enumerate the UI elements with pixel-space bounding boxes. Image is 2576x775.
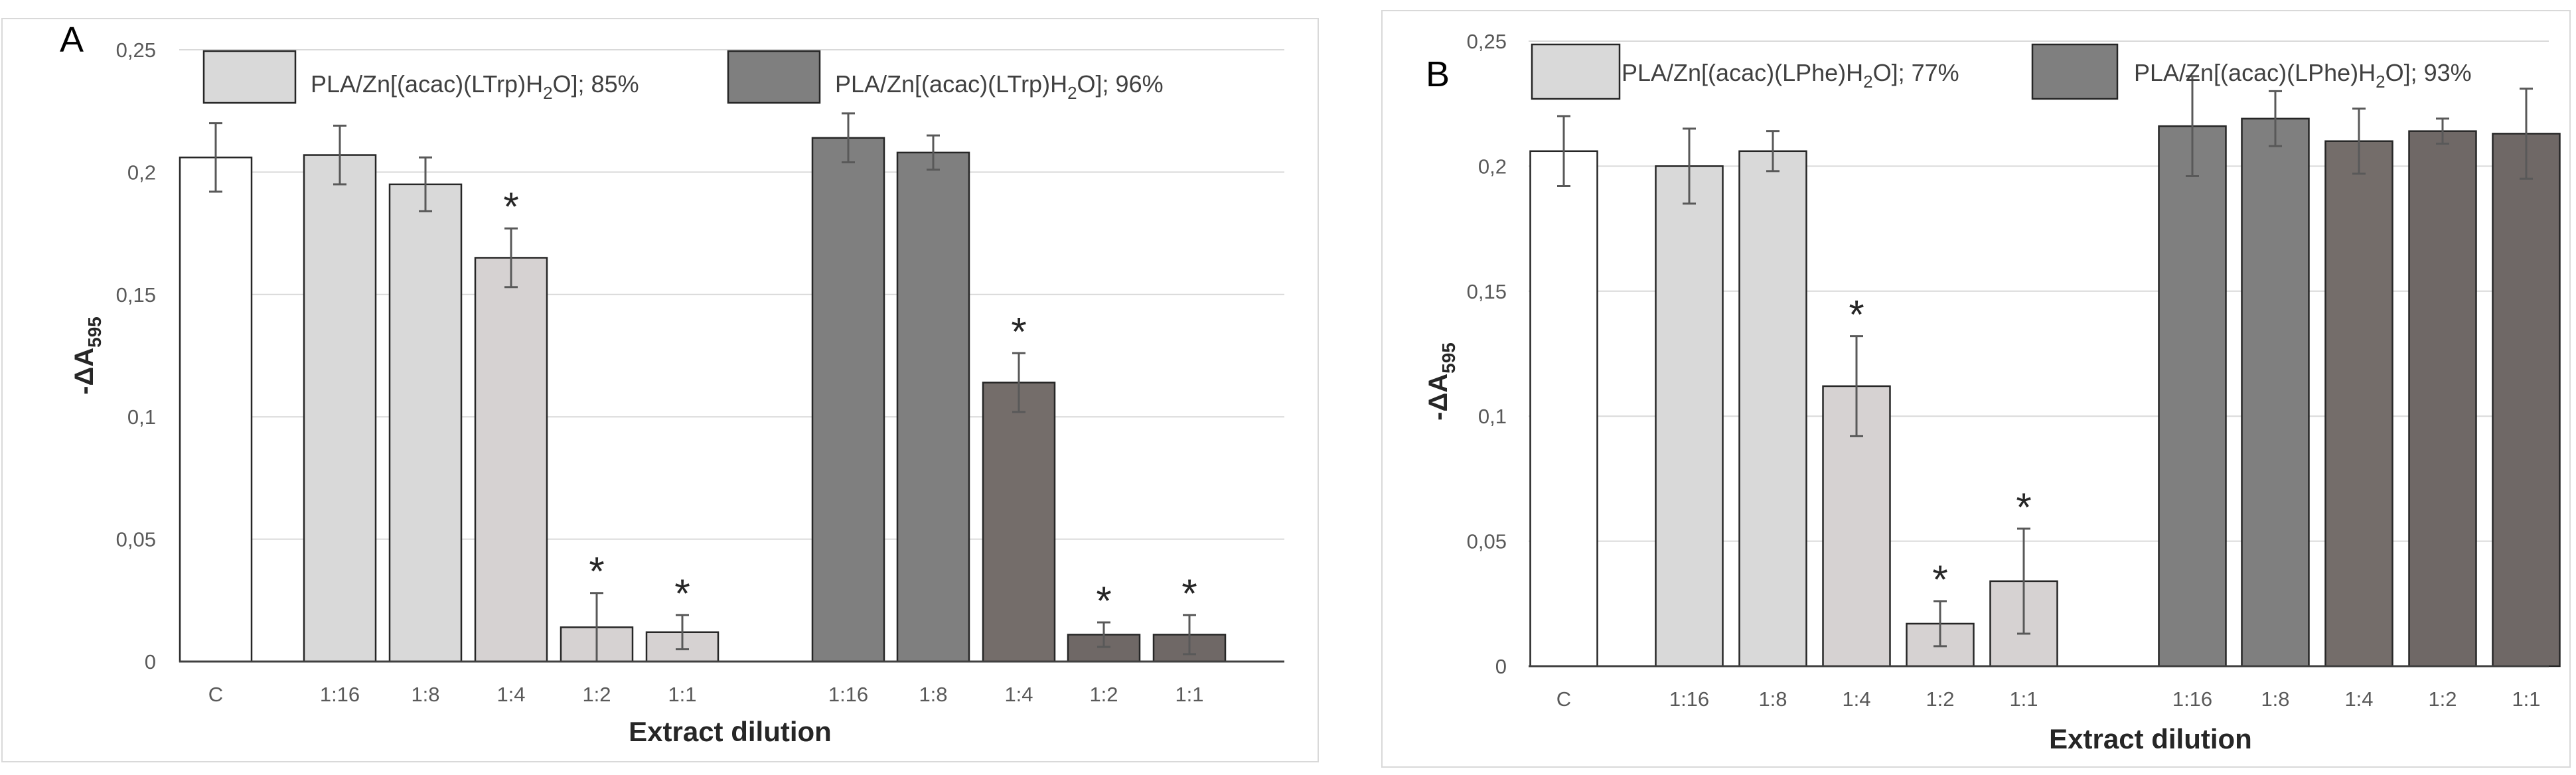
bar: [2408, 130, 2477, 668]
y-axis-title-sub: 595: [84, 317, 105, 348]
bar: [896, 151, 970, 663]
panel-label: A: [60, 20, 84, 60]
bar: [474, 257, 548, 663]
x-tick-label: 1:1: [1175, 683, 1203, 706]
significance-star: *: [2016, 485, 2031, 529]
legend-label-tail: O]; 93%: [2386, 59, 2472, 86]
bar: [303, 154, 377, 663]
panel-a: 0 0,05 0,1 0,15 0,2 0,25 C 1:16 1:8 * 1:4 * 1:2 * 1:1 1…: [1, 18, 1319, 762]
legend-label-sub: 2: [2376, 72, 2385, 92]
x-tick-label: 1:16: [2172, 687, 2212, 711]
bar: [1655, 165, 1724, 668]
legend-swatch: [1531, 43, 1621, 100]
significance-star: *: [503, 184, 518, 229]
legend-label: PLA/Zn[(acac)(LTrp)H2O]; 96%: [835, 70, 1164, 103]
x-tick-label: 1:2: [1089, 683, 1118, 706]
x-tick-label: 1:2: [1926, 687, 1954, 711]
bar: [1529, 150, 1598, 668]
y-tick-label: 0,05: [1467, 530, 1507, 553]
legend-label: PLA/Zn[(acac)(LPhe)H2O]; 77%: [1622, 59, 1959, 92]
y-tick-label: 0,2: [1478, 155, 1507, 178]
x-tick-label: 1:8: [2261, 687, 2289, 711]
bar: [179, 157, 253, 663]
legend-label: PLA/Zn[(acac)(LPhe)H2O]; 93%: [2134, 59, 2472, 92]
x-tick-label: 1:8: [411, 683, 439, 706]
y-tick-label: 0,15: [1467, 280, 1507, 303]
bar: [982, 382, 1056, 663]
x-tick-label: 1:8: [919, 683, 947, 706]
y-tick-label: 0,05: [116, 528, 156, 551]
x-tick-label: 1:4: [1842, 687, 1870, 711]
legend-swatch: [202, 50, 297, 104]
y-axis-title: -ΔA595: [1424, 342, 1459, 421]
significance-star: *: [1011, 309, 1026, 354]
significance-star: *: [1932, 557, 1947, 602]
x-axis-title: Extract dilution: [629, 716, 832, 747]
legend-label-sub: 2: [1863, 72, 1872, 92]
bar: [811, 137, 885, 663]
x-tick-label: 1:4: [2344, 687, 2373, 711]
x-tick-label: 1:16: [828, 683, 868, 706]
significance-star: *: [1096, 579, 1111, 623]
y-tick-label: 0,2: [127, 161, 156, 184]
legend-label-tail: O]; 96%: [1077, 70, 1164, 98]
x-tick-label: 1:16: [320, 683, 360, 706]
legend-label-main: PLA/Zn[(acac)(LPhe)H: [1622, 59, 1863, 86]
y-tick-label: 0: [145, 650, 156, 673]
y-axis-title: -ΔA595: [70, 317, 105, 395]
x-tick-label: 1:4: [496, 683, 525, 706]
x-tick-label: 1:2: [2428, 687, 2457, 711]
legend-label-main: PLA/Zn[(acac)(LPhe)H: [2134, 59, 2376, 86]
x-tick-label: 1:2: [582, 683, 611, 706]
y-tick-label: 0: [1495, 655, 1507, 678]
legend-label-sub: 2: [1067, 83, 1077, 103]
x-axis-title: Extract dilution: [2049, 723, 2252, 754]
y-axis-title-sub: 595: [1438, 342, 1459, 374]
y-tick-label: 0,25: [116, 38, 156, 62]
significance-star: *: [1849, 293, 1864, 337]
bar: [2492, 133, 2561, 668]
significance-star: *: [1181, 571, 1197, 616]
x-tick-label: C: [208, 683, 223, 706]
bar: [2158, 125, 2227, 668]
x-tick-label: 1:8: [1758, 687, 1787, 711]
legend-label: PLA/Zn[(acac)(LTrp)H2O]; 85%: [311, 70, 639, 103]
bar: [1738, 150, 1807, 668]
x-tick-label: 1:16: [1669, 687, 1709, 711]
y-tick-label: 0,1: [1478, 405, 1507, 428]
x-tick-label: 1:1: [2009, 687, 2038, 711]
y-tick-label: 0,15: [116, 283, 156, 307]
legend-label-main: PLA/Zn[(acac)(LTrp)H: [835, 70, 1067, 98]
x-tick-label: C: [1556, 687, 1571, 711]
legend-label-sub: 2: [543, 83, 552, 103]
y-tick-label: 0,25: [1467, 30, 1507, 53]
y-axis-title-main: -ΔA: [70, 348, 99, 395]
x-tick-label: 1:4: [1004, 683, 1033, 706]
x-tick-label: 1:1: [2512, 687, 2540, 711]
y-axis-title-main: -ΔA: [1424, 374, 1453, 421]
significance-star: *: [674, 571, 690, 616]
significance-star: *: [589, 549, 604, 594]
panel-label: B: [1426, 54, 1450, 94]
bar: [2324, 140, 2393, 668]
bar: [388, 183, 463, 663]
legend-label-tail: O]; 85%: [553, 70, 639, 98]
panel-b: 0 0,05 0,1 0,15 0,2 0,25 C 1:16 1:8 * 1:4 * 1:2 * 1:1 1…: [1381, 10, 2571, 768]
legend-label-main: PLA/Zn[(acac)(LTrp)H: [311, 70, 543, 98]
y-tick-label: 0,1: [127, 405, 156, 429]
legend-label-tail: O]; 77%: [1873, 59, 1959, 86]
bar: [2241, 117, 2310, 668]
legend-swatch: [2031, 43, 2119, 100]
legend-swatch: [727, 50, 821, 104]
x-tick-label: 1:1: [668, 683, 696, 706]
